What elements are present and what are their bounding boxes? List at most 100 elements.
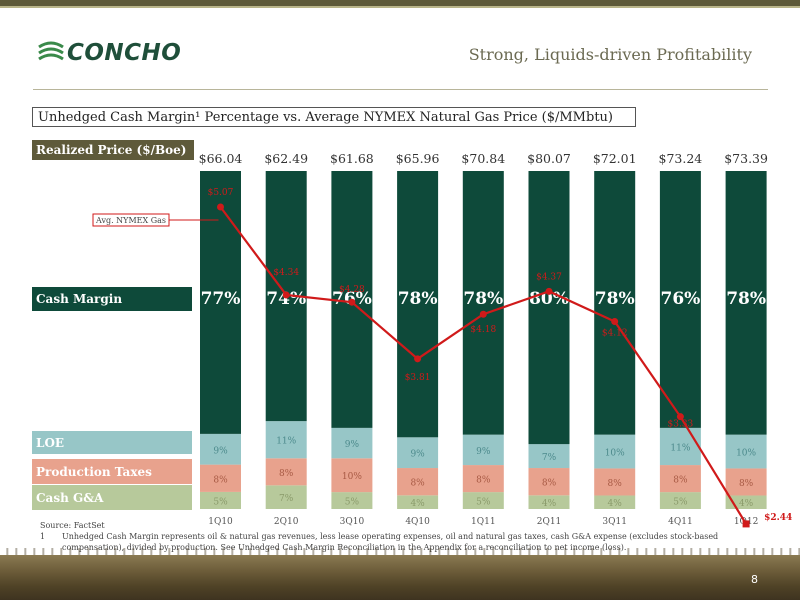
bar-production-taxes-1Q11 (462, 465, 504, 493)
gas-point-3Q10 (348, 298, 356, 306)
bar-cash-g-a-4Q10 (397, 495, 439, 509)
bar-cash-g-a-1Q10 (200, 491, 241, 509)
realized-price-label: Realized Price ($/Boe) (32, 140, 194, 160)
data-label-cash-g-a-3Q11: 4% (608, 499, 623, 509)
realized-price-1Q12: $73.39 (724, 151, 768, 166)
title-rule (33, 89, 768, 90)
gas-label-4Q10: $3.81 (405, 373, 431, 383)
footnote-number: 1 (40, 532, 46, 541)
data-label-cash-g-a-2Q10: 7% (279, 494, 294, 504)
realized-price-3Q10: $61.68 (330, 151, 374, 166)
x-tick-label-3Q11: 3Q11 (602, 517, 627, 527)
bar-cash-g-a-2Q11 (528, 495, 570, 509)
legend-production-taxes: Production Taxes (32, 459, 192, 484)
data-label-production-taxes-3Q10: 10% (342, 472, 362, 482)
bar-cash-g-a-3Q11 (594, 495, 636, 509)
data-label-cash-margin-1Q10: 77% (201, 289, 241, 309)
legend-cash-margin: Cash Margin (32, 287, 192, 311)
realized-price-1Q10: $66.04 (199, 151, 243, 166)
data-label-production-taxes-4Q11: 8% (673, 476, 688, 486)
footnotes: Source: FactSet 1 Unhedged Cash Margin r… (40, 520, 780, 553)
gas-label-3Q10: $4.28 (339, 285, 365, 295)
data-label-cash-margin-1Q11: 78% (463, 289, 503, 309)
legend-cash-ga-label: Cash G&A (36, 490, 104, 505)
x-tick-label-2Q10: 2Q10 (274, 517, 299, 527)
bar-cash-g-a-3Q10 (331, 492, 373, 509)
data-label-loe-1Q10: 9% (213, 446, 228, 456)
data-label-cash-g-a-1Q12: 4% (739, 499, 754, 509)
realized-price-4Q10: $65.96 (396, 151, 440, 166)
legend-cash-margin-label: Cash Margin (36, 292, 123, 306)
gas-point-2Q11 (545, 287, 553, 295)
bar-production-taxes-2Q10 (265, 458, 307, 486)
data-label-loe-4Q10: 9% (410, 450, 425, 460)
bar-loe-2Q11 (528, 444, 570, 469)
data-label-cash-margin-1Q12: 78% (726, 289, 766, 309)
page-number: 8 (751, 573, 758, 586)
bar-loe-4Q11 (659, 427, 701, 466)
legend-loe-label: LOE (36, 435, 65, 450)
bar-loe-4Q10 (397, 437, 439, 469)
realized-price-3Q11: $72.01 (593, 151, 637, 166)
data-label-production-taxes-3Q11: 8% (608, 479, 623, 489)
realized-price-1Q11: $70.84 (461, 151, 505, 166)
bar-loe-1Q10 (200, 433, 241, 465)
x-tick-label-1Q10: 1Q10 (208, 517, 233, 527)
data-label-loe-1Q11: 9% (476, 447, 491, 457)
bar-loe-1Q11 (462, 434, 504, 466)
bar-loe-2Q10 (265, 421, 307, 459)
gas-legend-label: Avg. NYMEX Gas (95, 216, 166, 225)
data-label-cash-margin-3Q11: 78% (595, 289, 635, 309)
gas-label-1Q11: $4.18 (470, 325, 496, 335)
footnote-1: 1 Unhedged Cash Margin represents oil & … (40, 531, 780, 553)
gas-label-3Q11: $4.12 (602, 328, 628, 338)
bar-cash-g-a-4Q11 (659, 492, 701, 509)
top-bar (0, 0, 800, 6)
bar-production-taxes-4Q10 (397, 468, 439, 496)
data-label-loe-3Q11: 10% (605, 449, 625, 459)
legend-loe: LOE (32, 431, 192, 454)
data-label-cash-g-a-1Q11: 5% (476, 498, 491, 508)
realized-price-2Q11: $80.07 (527, 151, 571, 166)
bar-production-taxes-1Q12 (725, 468, 767, 496)
x-tick-label-2Q11: 2Q11 (537, 517, 562, 527)
bar-cash-margin-4Q10 (397, 171, 439, 438)
data-label-cash-g-a-2Q11: 4% (542, 499, 557, 509)
bar-loe-1Q12 (725, 434, 767, 469)
bar-loe-3Q11 (594, 434, 636, 469)
logo-swoosh-icon (38, 41, 64, 61)
gas-point-4Q11 (676, 413, 684, 421)
data-label-production-taxes-1Q12: 8% (739, 479, 754, 489)
gas-point-1Q10 (217, 203, 224, 211)
gas-point-1Q12 (742, 520, 750, 528)
bottom-landscape-strip (0, 555, 800, 600)
gas-label-4Q11: $3.33 (668, 420, 694, 430)
data-label-production-taxes-1Q11: 8% (476, 476, 491, 486)
bar-production-taxes-3Q11 (594, 468, 636, 496)
bar-loe-3Q10 (331, 427, 373, 459)
footnote-text: Unhedged Cash Margin represents oil & na… (62, 532, 719, 552)
data-label-production-taxes-1Q10: 8% (213, 475, 228, 485)
bar-cash-margin-1Q12 (725, 171, 767, 435)
gas-label-2Q11: $4.37 (536, 272, 562, 282)
data-label-loe-4Q11: 11% (670, 443, 690, 453)
gas-label-1Q12: $2.44 (764, 513, 792, 523)
gas-label-2Q10: $4.34 (273, 268, 299, 278)
bar-production-taxes-2Q11 (528, 468, 570, 496)
bar-production-taxes-4Q11 (659, 465, 701, 493)
realized-price-2Q10: $62.49 (264, 151, 308, 166)
x-tick-label-4Q10: 4Q10 (405, 517, 430, 527)
chart-title: Unhedged Cash Margin¹ Percentage vs. Ave… (32, 107, 636, 127)
bar-cash-g-a-1Q11 (462, 492, 504, 509)
data-label-loe-3Q10: 9% (345, 440, 360, 450)
legend-cash-ga: Cash G&A (32, 485, 192, 510)
data-label-cash-margin-4Q10: 78% (398, 289, 438, 309)
data-label-production-taxes-2Q10: 8% (279, 469, 294, 479)
gas-point-3Q11 (611, 317, 619, 325)
data-label-cash-g-a-4Q11: 5% (673, 498, 688, 508)
bar-cash-margin-1Q11 (462, 171, 504, 435)
gas-point-2Q10 (282, 291, 290, 299)
stacked-bar-chart: 5% 8% 9% 77% $66.04 1Q10 7% 8% 11% 74% $62.49 2Q10 5… (92, 151, 792, 528)
data-label-cash-margin-2Q10: 74% (266, 289, 306, 309)
data-label-production-taxes-4Q10: 8% (410, 479, 425, 489)
